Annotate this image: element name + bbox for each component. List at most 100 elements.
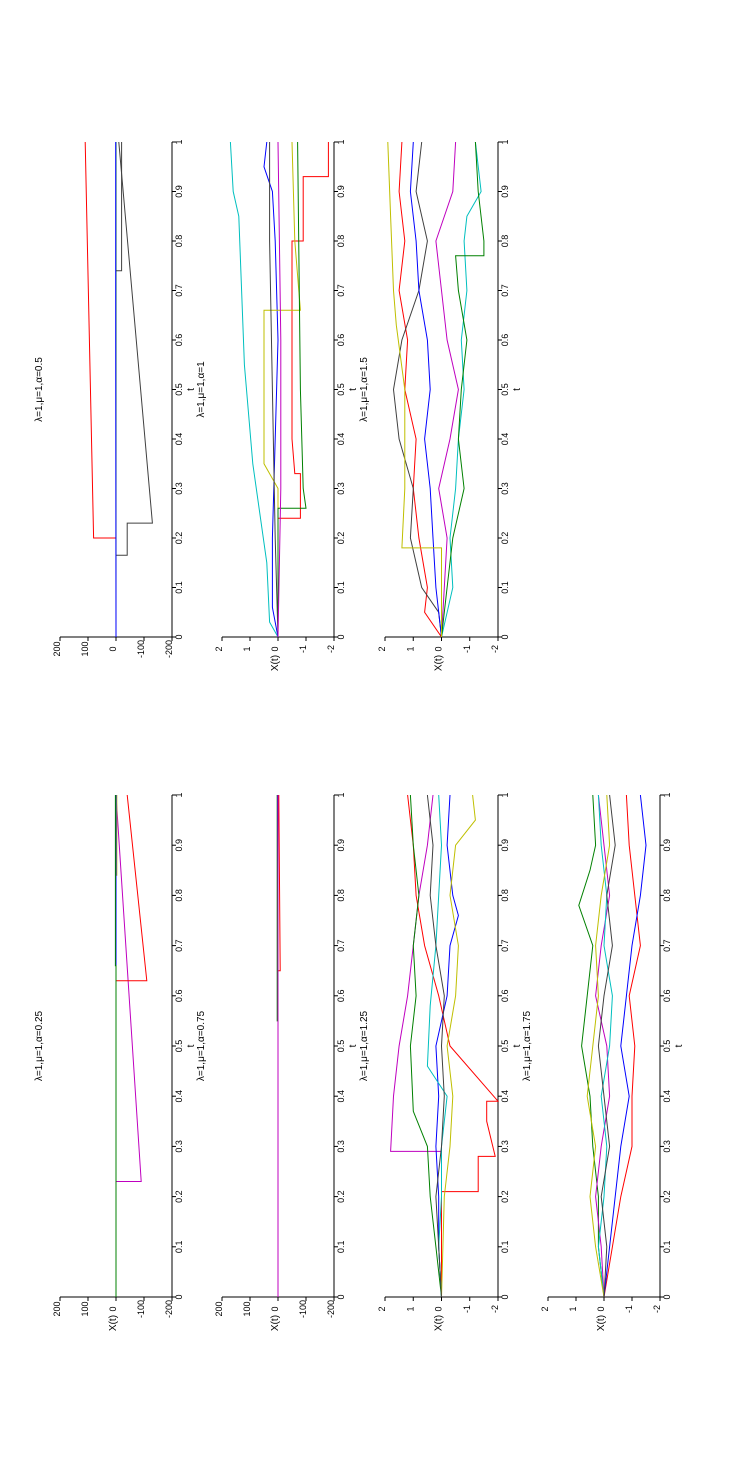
y-tick-label: -100 <box>136 1300 146 1318</box>
x-tick-label: 0.2 <box>336 532 346 545</box>
x-tick-label: 0 <box>174 634 184 639</box>
y-axis-label: X(t) <box>108 1315 119 1331</box>
x-tick-label: 1 <box>174 792 184 797</box>
x-tick-label: 0.4 <box>662 1090 672 1103</box>
x-tick-label: 0.5 <box>500 1040 510 1053</box>
x-tick-label: 0.5 <box>662 1040 672 1053</box>
chart-title: λ=1,μ=1,α=0.25 <box>34 1010 45 1081</box>
x-tick-label: 0.8 <box>336 235 346 248</box>
y-tick-label: -100 <box>136 640 146 658</box>
y-tick-label: 2 <box>377 646 387 651</box>
y-tick-label: 1 <box>242 646 252 651</box>
y-tick-label: 1 <box>568 1306 578 1311</box>
chart-panel: 0 0.1 0.2 0.3 0.4 0.5 0.6 0.7 0.8 0.9 1 -2 -1 0 1 2 t X(t… <box>522 792 685 1331</box>
x-tick-label: 0.9 <box>336 839 346 852</box>
x-tick-label: 0.2 <box>500 532 510 545</box>
x-tick-label: 0.2 <box>336 1190 346 1203</box>
x-tick-label: 0.7 <box>500 284 510 297</box>
series-line <box>426 794 445 1298</box>
x-tick-label: 1 <box>500 792 510 797</box>
x-tick-label: 0.8 <box>174 889 184 902</box>
x-tick-label: 0.3 <box>336 1140 346 1153</box>
x-tick-label: 0.2 <box>174 1190 184 1203</box>
y-tick-label: 200 <box>52 1301 62 1316</box>
series-line <box>115 142 123 637</box>
chart-panel: 0 0.1 0.2 0.3 0.4 0.5 0.6 0.7 0.8 0.9 1 -200 -100 0 10… <box>34 792 197 1331</box>
x-tick-label: 0 <box>336 634 346 639</box>
y-axis-label: X(t) <box>434 1315 445 1331</box>
y-axis-label: X(t) <box>270 1315 281 1331</box>
x-tick-label: 0 <box>336 1294 346 1299</box>
series-line <box>390 794 442 1297</box>
x-tick-label: 0.4 <box>174 1090 184 1103</box>
y-tick-label: 100 <box>80 1301 90 1316</box>
x-tick-label: 0.9 <box>500 185 510 198</box>
x-tick-label: 0.1 <box>662 1241 672 1254</box>
series-line <box>603 794 647 1298</box>
y-tick-label: 200 <box>52 641 62 656</box>
x-tick-label: 0 <box>500 1294 510 1299</box>
y-tick-label: 0 <box>270 646 280 651</box>
series-line <box>277 141 307 637</box>
x-tick-label: 0 <box>174 1294 184 1299</box>
y-tick-label: -2 <box>652 1305 662 1313</box>
y-tick-label: -1 <box>624 1305 634 1313</box>
y-tick-label: 2 <box>540 1306 550 1311</box>
x-tick-label: 0 <box>662 1294 672 1299</box>
series-line <box>392 141 442 638</box>
y-tick-label: 100 <box>242 1301 252 1316</box>
x-tick-label: 0.7 <box>662 939 672 952</box>
x-tick-label: 0.2 <box>662 1190 672 1203</box>
y-tick-label: 0 <box>596 1306 606 1311</box>
series-line <box>277 142 329 637</box>
chart-panel: 0 0.1 0.2 0.3 0.4 0.5 0.6 0.7 0.8 0.9 1 -2 -1 0 1 2 t X(t… <box>196 139 359 671</box>
y-tick-label: -200 <box>164 1300 174 1318</box>
x-tick-label: 0.1 <box>336 1241 346 1254</box>
y-tick-label: -1 <box>462 645 472 653</box>
series-line <box>398 141 442 638</box>
x-tick-label: 0.1 <box>500 581 510 594</box>
series-line <box>426 794 448 1298</box>
series-line <box>435 794 459 1298</box>
x-tick-label: 0.5 <box>336 1040 346 1053</box>
x-tick-label: 0.8 <box>174 235 184 248</box>
x-tick-label: 0.4 <box>500 1090 510 1103</box>
y-tick-label: 1 <box>405 646 415 651</box>
y-tick-label: 2 <box>214 646 224 651</box>
series-line <box>597 794 616 1298</box>
x-tick-label: 0.9 <box>174 839 184 852</box>
series-line <box>603 794 641 1298</box>
series-line <box>277 141 282 638</box>
panels-group: 00.10.20.30.40.50.60.70.80.91-200-100010… <box>34 139 685 1331</box>
x-tick-label: 0.7 <box>336 284 346 297</box>
x-tick-label: 0.7 <box>336 939 346 952</box>
chart-title: λ=1,μ=1,α=1 <box>196 361 207 418</box>
x-tick-label: 0.3 <box>662 1140 672 1153</box>
y-tick-label: -200 <box>326 1300 336 1318</box>
x-tick-label: 0.9 <box>174 185 184 198</box>
x-axis-label: t <box>512 1044 523 1047</box>
chart-title: λ=1,μ=1,α=0.75 <box>196 1010 207 1081</box>
x-tick-label: 0.7 <box>500 939 510 952</box>
y-axis-label: X(t) <box>434 655 445 671</box>
x-tick-label: 0.3 <box>500 1140 510 1153</box>
x-tick-label: 0.6 <box>336 990 346 1003</box>
y-tick-label: 200 <box>214 1301 224 1316</box>
series-line <box>595 794 611 1298</box>
x-tick-label: 0.5 <box>174 1040 184 1053</box>
y-tick-label: 0 <box>108 646 118 651</box>
x-tick-label: 0.2 <box>500 1190 510 1203</box>
x-tick-label: 0.1 <box>174 581 184 594</box>
series-line <box>441 141 485 638</box>
x-tick-label: 0.3 <box>174 482 184 495</box>
x-tick-label: 0.3 <box>500 482 510 495</box>
x-tick-label: 1 <box>336 792 346 797</box>
series-line <box>114 795 117 1297</box>
x-tick-label: 0.5 <box>336 383 346 396</box>
y-tick-label: -2 <box>490 1305 500 1313</box>
x-tick-label: 0.6 <box>174 334 184 347</box>
y-tick-label: 0 <box>108 1306 118 1311</box>
y-tick-label: 100 <box>80 641 90 656</box>
y-tick-label: -100 <box>298 1300 308 1318</box>
x-tick-label: 0.6 <box>500 990 510 1003</box>
